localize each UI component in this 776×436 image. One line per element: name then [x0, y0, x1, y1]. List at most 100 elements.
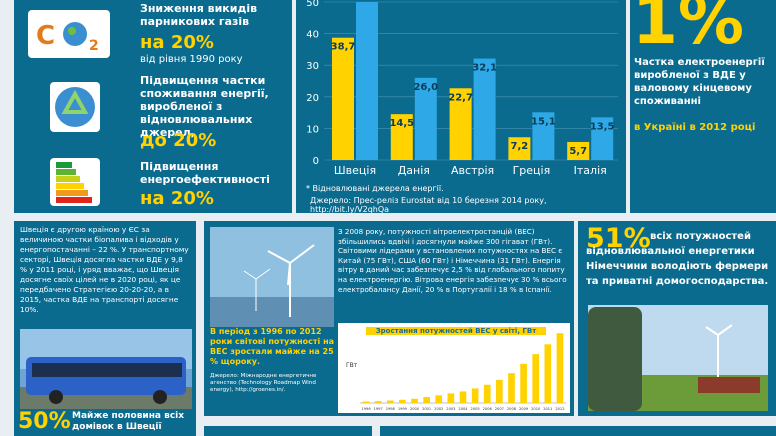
wind-panel: В період з 1996 по 2012 роки світові пот… [204, 221, 574, 416]
bar-value-label: 5,7 [569, 146, 587, 157]
sweden-panel: Швеція є другою країною у ЄС за величино… [14, 221, 196, 436]
svg-text:2: 2 [89, 38, 99, 54]
bar [508, 137, 531, 160]
y-tick-label: 50 [306, 0, 319, 9]
category-label: Італія [574, 164, 607, 177]
goal-item: Підвищення енергоефективності на 20% [28, 158, 288, 213]
bottom-panel-right [380, 426, 776, 436]
y-tick-label: 30 [306, 61, 319, 72]
category-label: Швеція [334, 164, 376, 177]
year-label: 2007 [495, 407, 504, 411]
bar [447, 393, 455, 403]
y-axis-label: ГВт [346, 362, 358, 369]
year-label: 2006 [483, 407, 493, 411]
bar [471, 388, 479, 403]
bar-value-label: 32,1 [472, 63, 497, 74]
goal-item: Підвищення частки споживання енергії, ви… [28, 70, 288, 154]
sweden-big-value: 50% [18, 409, 71, 434]
eu-renewables-bar-chart: 0 10 20 30 40 50 38,7 Швеція 14,5 26,0 Данія 22,7 32… [306, 0, 618, 177]
bar [435, 395, 443, 403]
wind-source: Джерело: Міжнародне енергетичне агенство… [210, 373, 317, 393]
wind-text: З 2008 року, потужності вітроелектростан… [338, 227, 567, 294]
bar [390, 114, 413, 160]
sweden-text: Швеція є другою країною у ЄС за величино… [20, 225, 189, 314]
bar [544, 344, 552, 403]
goal-value: до 20% [140, 130, 217, 151]
bar-value-label: 15,1 [531, 116, 556, 127]
year-label: 2004 [458, 407, 468, 411]
bar [556, 333, 564, 403]
goal-value: на 20% [140, 32, 214, 53]
bar [411, 398, 418, 403]
germany-panel: 51% всіх потужностей відновлювальної ене… [578, 221, 776, 416]
germany-text: всіх потужностей відновлювальної енергет… [586, 231, 769, 287]
bottom-panel-left [204, 426, 372, 436]
goal-title: Зниження викидів парникових газів [140, 2, 258, 28]
ukraine-share: 1% [632, 0, 745, 59]
farm-image [588, 305, 768, 411]
bar-value-label: 14,5 [389, 118, 414, 129]
year-label: 1997 [374, 407, 383, 411]
bar-value-label: 38,7 [331, 42, 356, 53]
bar [567, 141, 590, 160]
bar [356, 2, 378, 160]
goal-value: на 20% [140, 188, 214, 209]
y-tick-label: 0 [313, 156, 319, 167]
bar [374, 401, 382, 403]
ukraine-highlight: в Україні в 2012 році [634, 122, 756, 133]
wind-turbine-image [210, 227, 334, 327]
bar-value-label: 22,7 [448, 92, 473, 103]
year-label: 2002 [434, 407, 443, 411]
bar [449, 88, 472, 160]
chart-source: Джерело: Прес-реліз Eurostat від 10 бере… [310, 196, 547, 214]
goal-note: від рівня 1990 року [140, 54, 243, 65]
y-tick-label: 40 [306, 30, 319, 41]
year-label: 1996 [361, 407, 371, 411]
category-label: Греція [513, 164, 551, 177]
year-label: 2012 [555, 407, 564, 411]
bar [473, 58, 496, 161]
bar [483, 384, 491, 403]
year-label: 2009 [519, 407, 529, 411]
bar [496, 379, 503, 403]
category-label: Данія [398, 164, 430, 177]
bar [399, 399, 406, 403]
year-label: 1998 [386, 407, 396, 411]
chart-footnote: * Відновлювані джерела енергії. [306, 184, 444, 193]
year-label: 1999 [398, 407, 408, 411]
germany-big-value: 51% [586, 223, 651, 254]
bar [591, 117, 614, 160]
bar [459, 391, 467, 403]
year-label: 2010 [531, 407, 541, 411]
bar [532, 354, 540, 403]
year-label: 2001 [422, 407, 431, 411]
svg-text:C: C [36, 21, 55, 51]
bar-value-label: 26,0 [413, 82, 438, 93]
year-label: 2003 [446, 407, 455, 411]
year-label: 2000 [410, 407, 420, 411]
year-label: 2011 [543, 407, 552, 411]
bar [520, 363, 527, 403]
ukraine-text: Частка електроенергії виробленої з ВДЕ у… [634, 57, 765, 107]
bar [532, 112, 555, 160]
wind-chart-title: Зростання потужностей ВЕС у світі, ГВт [366, 327, 546, 335]
goal-title: Підвищення енергоефективності [140, 160, 270, 186]
bar [332, 37, 354, 160]
bar [362, 401, 370, 403]
sweden-caption: Майже половина всіх домівок в Швеції [72, 411, 185, 432]
bar-value-label: 7,2 [511, 141, 529, 152]
energy-label-icon [50, 158, 100, 206]
recycle-icon [50, 82, 100, 132]
y-tick-label: 20 [306, 93, 319, 104]
year-label: 2008 [507, 407, 517, 411]
bar [414, 77, 437, 160]
bar [423, 397, 430, 403]
bar [508, 373, 515, 403]
year-label: 2005 [471, 407, 480, 411]
bar [386, 400, 394, 403]
chart-panel: 0 10 20 30 40 50 38,7 Швеція 14,5 26,0 Данія 22,7 32… [296, 0, 626, 214]
